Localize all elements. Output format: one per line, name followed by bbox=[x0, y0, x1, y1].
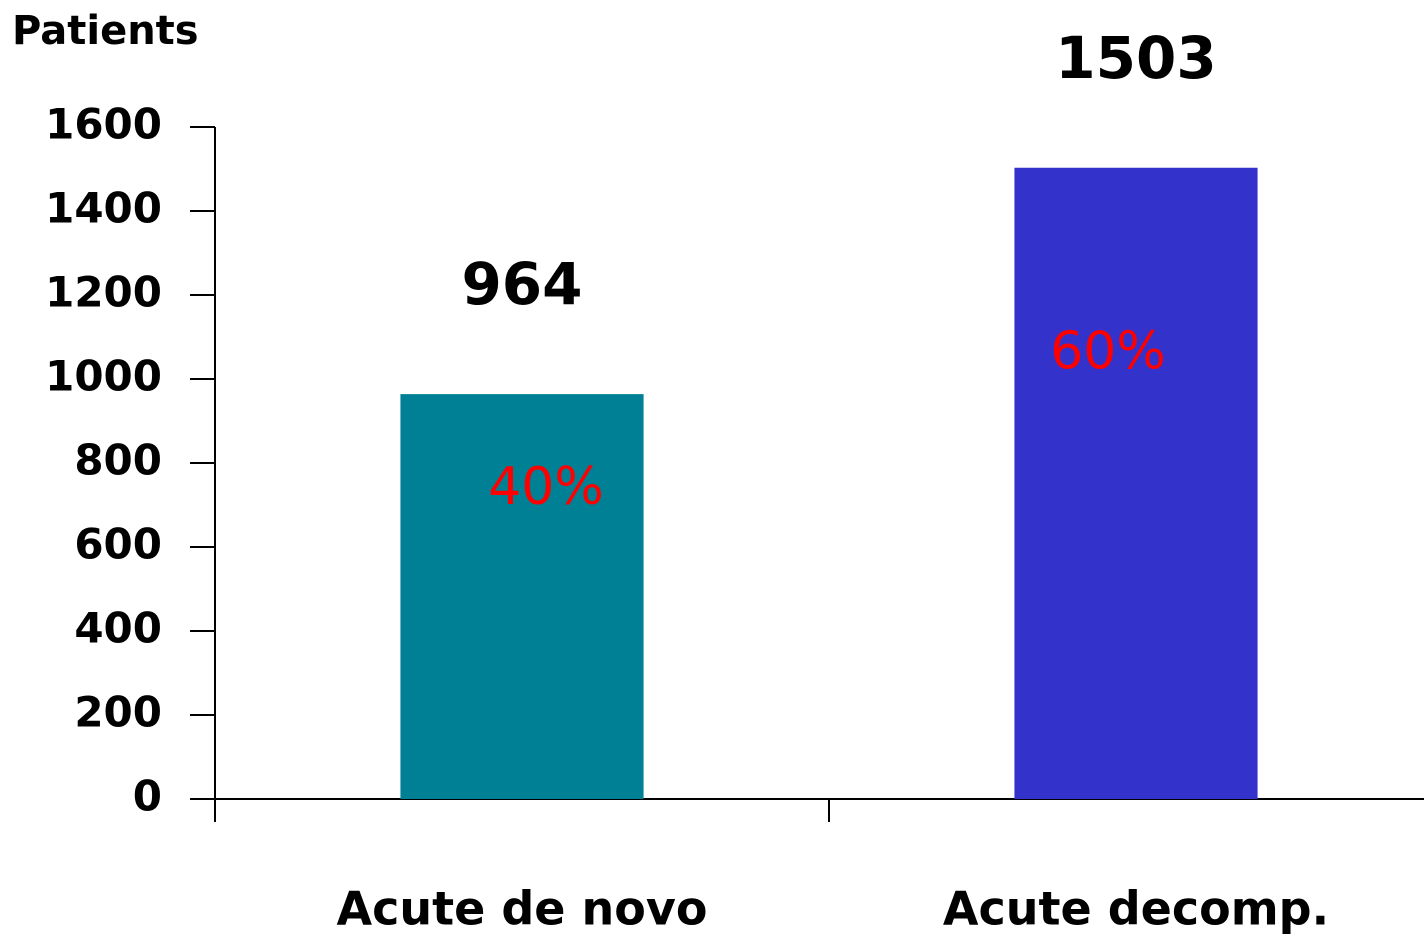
bar bbox=[400, 394, 644, 799]
share-label: 40% bbox=[488, 457, 604, 517]
y-tick-label: 200 bbox=[74, 688, 162, 737]
y-tick-label: 1400 bbox=[45, 184, 162, 233]
y-tick-label: 600 bbox=[74, 520, 162, 569]
x-tick-label: Acute decomp. bbox=[943, 882, 1329, 936]
y-tick-label: 800 bbox=[74, 436, 162, 485]
y-tick-label: 1200 bbox=[45, 268, 162, 317]
value-label: 964 bbox=[461, 250, 582, 318]
y-tick-label: 1600 bbox=[45, 100, 162, 149]
share-label: 60% bbox=[1050, 322, 1166, 382]
y-tick-label: 1000 bbox=[45, 352, 162, 401]
bar bbox=[1014, 167, 1258, 800]
y-tick-label: 0 bbox=[133, 772, 162, 821]
y-axis-label: Patients bbox=[12, 8, 199, 54]
y-tick-label: 400 bbox=[74, 604, 162, 653]
x-tick-label: Acute de novo bbox=[337, 882, 708, 936]
value-label: 1503 bbox=[1055, 24, 1216, 92]
